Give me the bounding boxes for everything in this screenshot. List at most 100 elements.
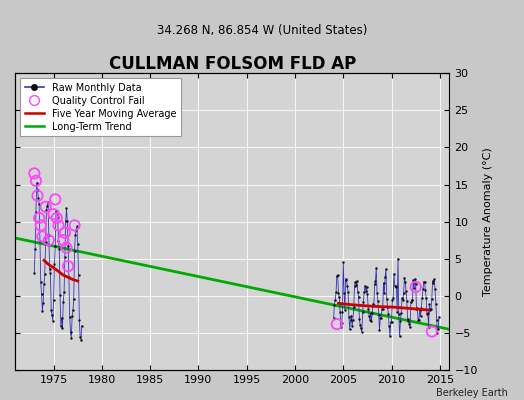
Point: [30, 170, 38, 176]
Point: [377, 314, 385, 321]
Point: [375, 327, 384, 334]
Point: [32, 209, 40, 215]
Point: [361, 282, 369, 289]
Point: [56, 292, 64, 298]
Point: [366, 310, 375, 316]
Point: [31, 246, 39, 252]
Point: [425, 301, 433, 308]
Point: [393, 308, 401, 315]
Point: [341, 306, 349, 313]
Point: [40, 281, 48, 287]
Point: [418, 295, 427, 301]
Point: [427, 306, 435, 312]
Point: [409, 276, 418, 283]
Point: [401, 279, 409, 285]
Point: [45, 237, 53, 244]
Point: [364, 306, 373, 312]
Point: [403, 316, 412, 322]
Point: [429, 278, 437, 284]
Point: [59, 299, 68, 306]
Point: [414, 317, 422, 323]
Point: [412, 306, 421, 312]
Point: [69, 307, 77, 313]
Point: [407, 299, 415, 305]
Point: [71, 232, 80, 238]
Point: [420, 278, 428, 285]
Point: [336, 309, 344, 315]
Point: [384, 304, 392, 310]
Point: [57, 323, 65, 330]
Point: [388, 297, 397, 303]
Point: [330, 301, 339, 308]
Point: [64, 242, 72, 249]
Point: [50, 261, 59, 268]
Point: [346, 317, 355, 324]
Point: [428, 328, 436, 335]
Point: [44, 199, 52, 206]
Point: [376, 315, 385, 321]
Point: [410, 284, 418, 291]
Point: [61, 253, 69, 260]
Point: [404, 318, 412, 324]
Point: [386, 333, 394, 339]
Point: [342, 275, 350, 282]
Point: [42, 207, 51, 213]
Point: [402, 287, 410, 294]
Point: [340, 290, 348, 296]
Point: [368, 310, 376, 316]
Point: [48, 312, 56, 318]
Point: [78, 323, 86, 329]
Point: [344, 288, 352, 295]
Point: [37, 222, 45, 228]
Point: [396, 318, 405, 324]
Point: [354, 288, 362, 295]
Point: [383, 296, 391, 302]
Point: [390, 270, 398, 277]
Point: [400, 274, 409, 281]
Point: [417, 305, 425, 312]
Point: [38, 308, 47, 314]
Point: [363, 291, 372, 298]
Point: [411, 284, 420, 290]
Point: [378, 306, 387, 312]
Point: [73, 223, 81, 230]
Point: [75, 317, 83, 324]
Point: [68, 313, 77, 320]
Point: [420, 278, 429, 285]
Point: [351, 283, 359, 289]
Point: [333, 272, 341, 279]
Point: [417, 313, 425, 319]
Title: CULLMAN FOLSOM FLD AP: CULLMAN FOLSOM FLD AP: [108, 55, 356, 73]
Point: [59, 237, 68, 244]
Point: [66, 314, 74, 320]
Point: [339, 259, 347, 266]
Point: [63, 218, 71, 225]
Point: [37, 291, 46, 298]
Point: [52, 208, 60, 214]
Point: [350, 304, 358, 310]
Point: [34, 187, 42, 194]
Point: [41, 239, 50, 246]
Point: [45, 232, 53, 238]
Point: [337, 324, 345, 330]
Text: 34.268 N, 86.854 W (United States): 34.268 N, 86.854 W (United States): [157, 24, 367, 37]
Point: [46, 266, 54, 272]
Point: [394, 256, 402, 262]
Point: [32, 178, 40, 184]
Point: [373, 290, 381, 297]
Point: [375, 312, 383, 318]
Point: [49, 211, 58, 218]
Point: [343, 283, 352, 289]
Point: [372, 278, 380, 284]
Point: [360, 289, 368, 295]
Point: [369, 301, 377, 307]
Point: [36, 238, 44, 244]
Point: [347, 312, 355, 319]
Point: [367, 318, 376, 325]
Point: [414, 317, 423, 323]
Point: [335, 294, 343, 300]
Point: [358, 309, 367, 316]
Point: [67, 335, 75, 341]
Point: [380, 290, 388, 296]
Point: [429, 279, 438, 286]
